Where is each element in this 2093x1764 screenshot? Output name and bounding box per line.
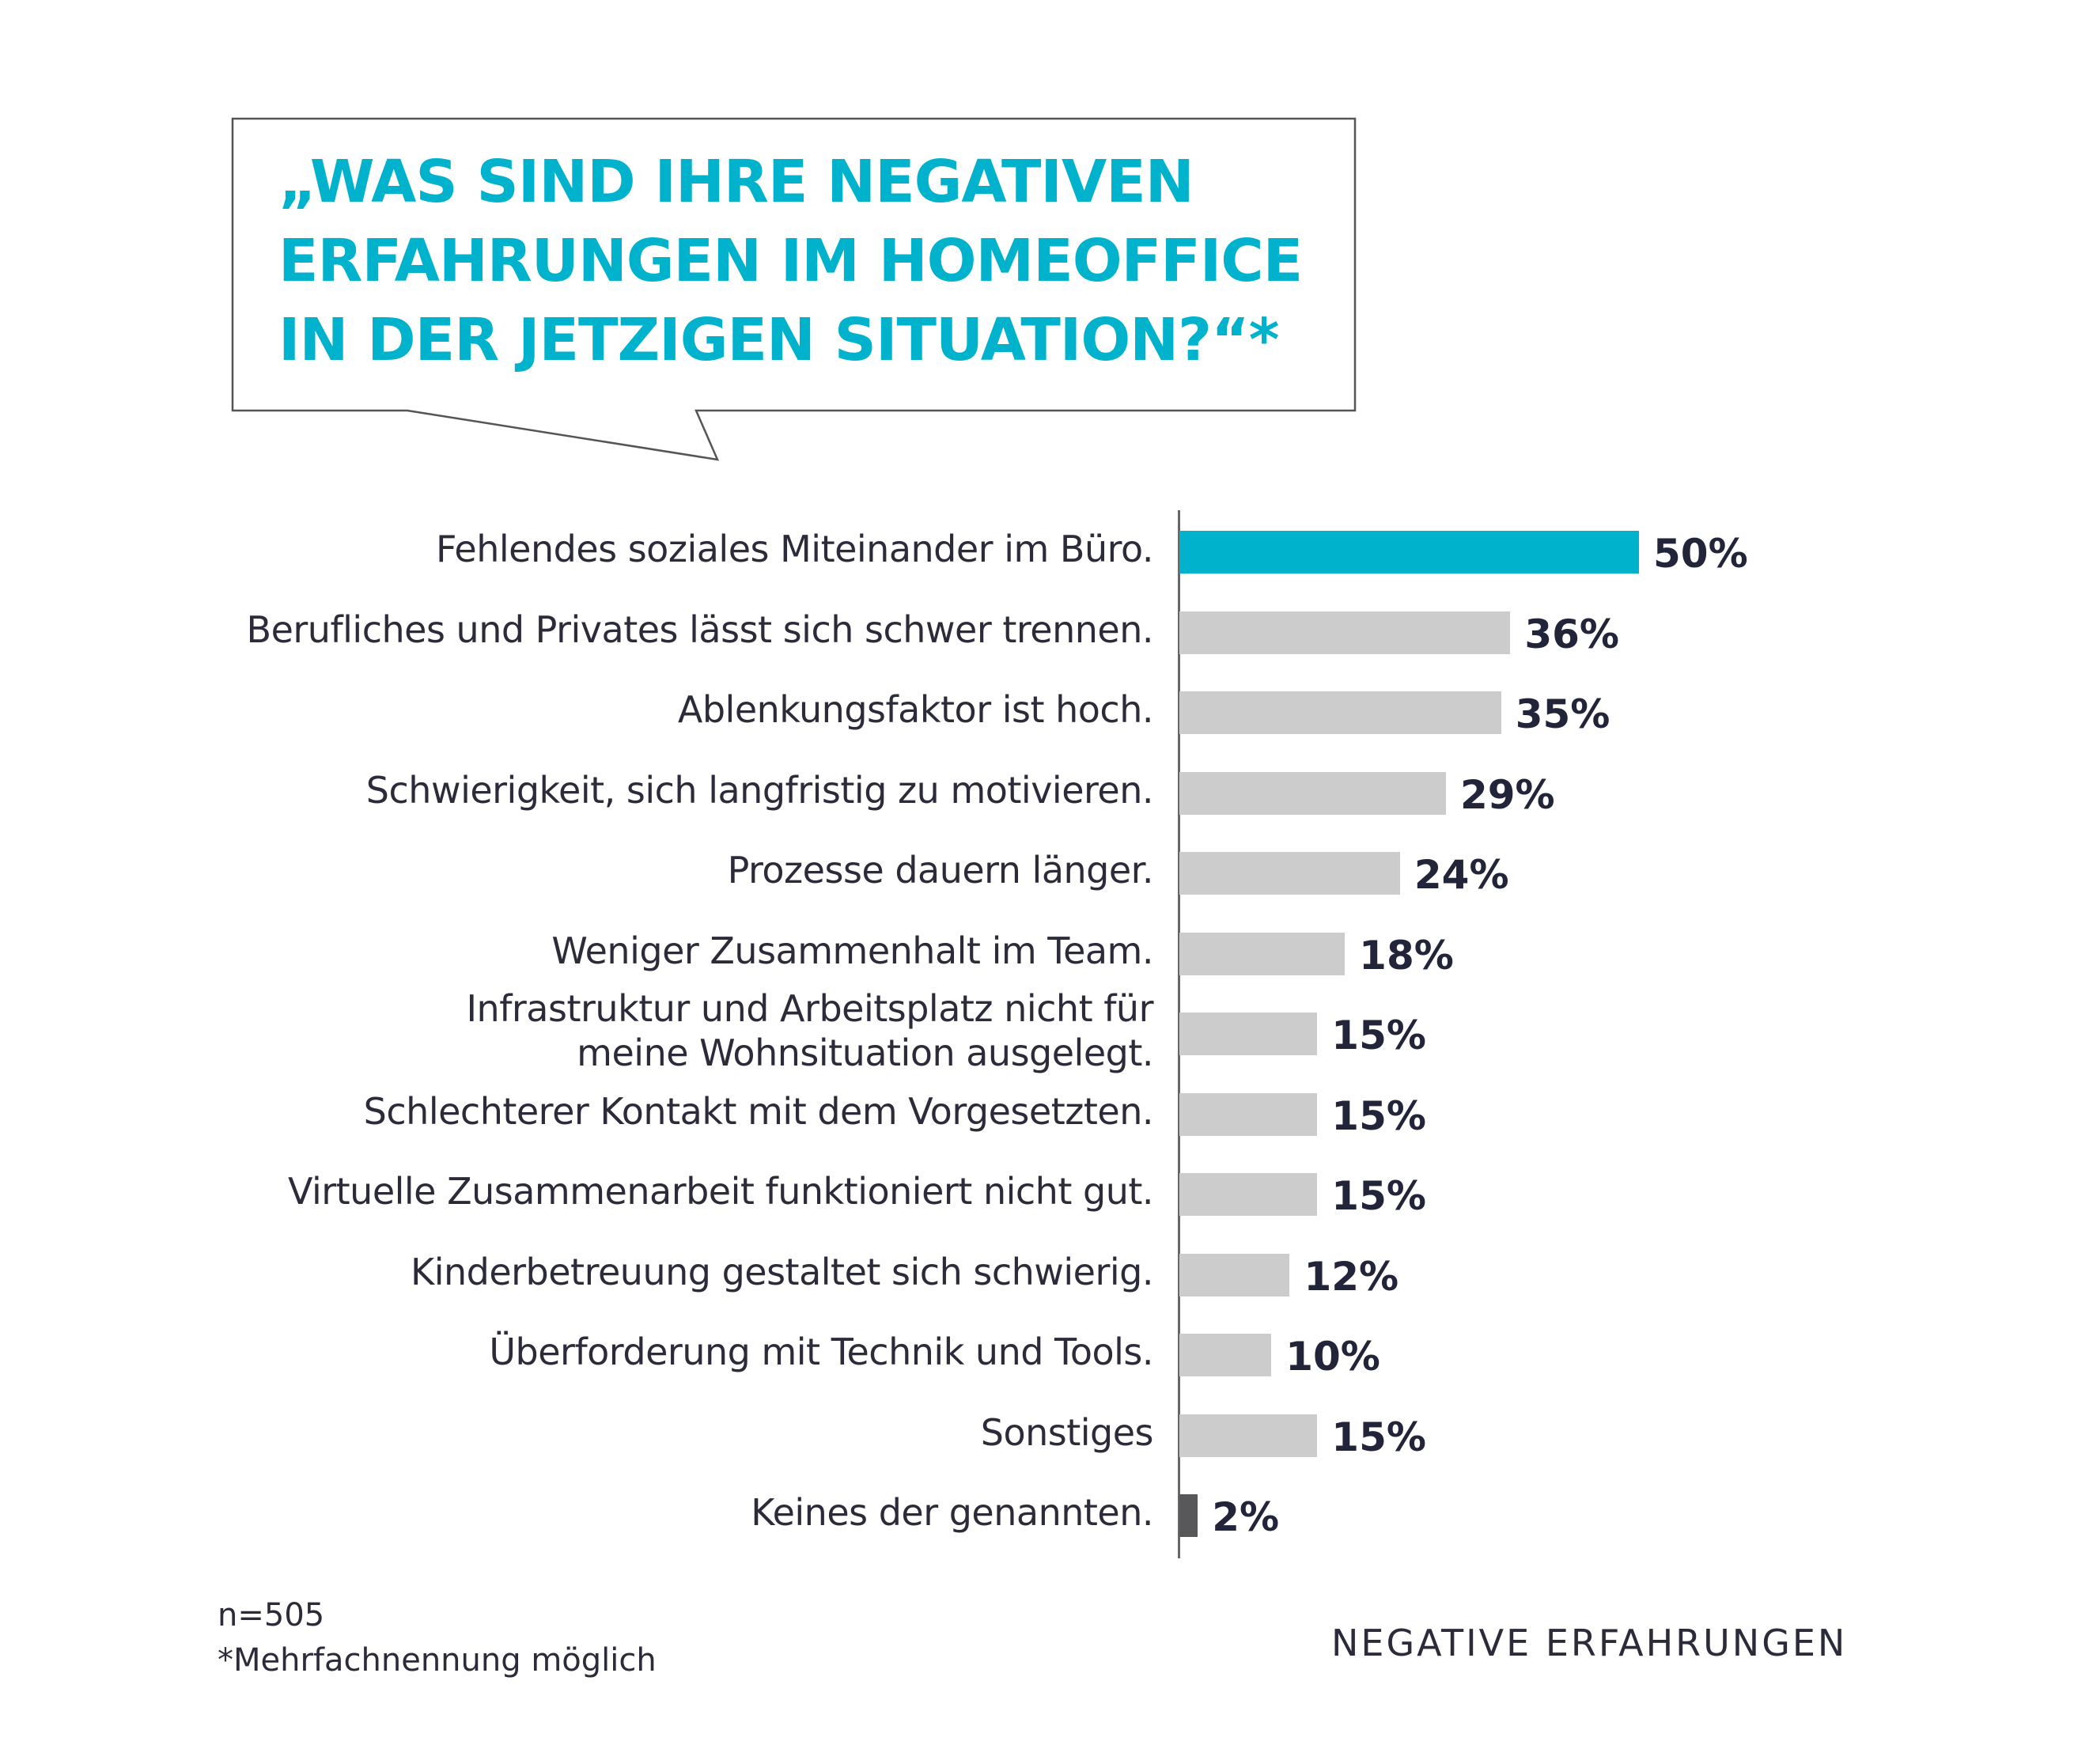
category-label-line: Ablenkungsfaktor ist hoch.	[677, 688, 1154, 731]
bar	[1179, 1092, 1318, 1136]
question-line-3: IN DER JETZIGEN SITUATION?“*	[278, 306, 1279, 374]
sample-size-note: n=505	[218, 1597, 325, 1633]
category-label: Berufliches und Privates lässt sich schw…	[204, 608, 1154, 652]
value-label: 36%	[1524, 611, 1619, 657]
value-label: 10%	[1285, 1334, 1380, 1380]
value-label: 18%	[1359, 932, 1454, 979]
bar	[1179, 1253, 1290, 1297]
bar	[1179, 1173, 1318, 1216]
question-line-2: ERFAHRUNGEN IM HOMEOFFICE	[278, 227, 1303, 295]
category-label-line: Berufliches und Privates lässt sich schw…	[246, 608, 1154, 651]
category-label-line: Überforderung mit Technik und Tools.	[489, 1331, 1153, 1373]
category-label: Virtuelle Zusammenarbeit funktioniert ni…	[204, 1169, 1154, 1213]
category-label: Überforderung mit Technik und Tools.	[204, 1330, 1153, 1374]
bar	[1179, 932, 1346, 975]
bar	[1179, 531, 1639, 573]
bar	[1179, 771, 1446, 815]
category-label-line: Sonstiges	[980, 1410, 1154, 1454]
bar	[1179, 1414, 1318, 1457]
value-label: 15%	[1331, 1092, 1426, 1139]
value-label: 15%	[1331, 1173, 1426, 1219]
chart-caption: NEGATIVE ERFAHRUNGEN	[1331, 1622, 1848, 1664]
category-label-line: Kinderbetreuung gestaltet sich schwierig…	[411, 1250, 1153, 1293]
question-line-1: „WAS SIND IHRE NEGATIVEN	[278, 148, 1194, 216]
bar	[1179, 1013, 1318, 1055]
category-label-line: Keines der genannten.	[751, 1491, 1153, 1534]
category-label: Prozesse dauern länger.	[204, 848, 1154, 892]
category-label-line: meine Wohnsituation ausgelegt.	[577, 1032, 1153, 1074]
value-label: 29%	[1459, 771, 1555, 818]
category-label-line: Schlechterer Kontakt mit dem Vorgesetzte…	[363, 1089, 1154, 1133]
category-label: Weniger Zusammenhalt im Team.	[204, 929, 1153, 973]
bar	[1179, 1334, 1272, 1376]
category-label: Ablenkungsfaktor ist hoch.	[204, 687, 1154, 732]
bar	[1179, 611, 1511, 654]
category-label: Sonstiges	[204, 1410, 1154, 1455]
category-label: Schlechterer Kontakt mit dem Vorgesetzte…	[204, 1089, 1154, 1134]
category-label-line: Schwierigkeit, sich langfristig zu motiv…	[365, 768, 1154, 812]
survey-question: „WAS SIND IHRE NEGATIVEN ERFAHRUNGEN IM …	[278, 142, 1307, 380]
bar	[1179, 691, 1501, 734]
value-label: 35%	[1515, 691, 1610, 737]
category-label: Infrastruktur und Arbeitsplatz nicht für…	[204, 986, 1153, 1075]
bar	[1179, 1494, 1198, 1537]
category-label: Schwierigkeit, sich langfristig zu motiv…	[204, 768, 1154, 812]
category-label-line: Prozesse dauern länger.	[727, 849, 1154, 891]
category-label-line: Fehlendes soziales Miteinander im Büro.	[435, 528, 1154, 570]
bar	[1179, 852, 1400, 895]
value-label: 2%	[1212, 1494, 1280, 1540]
category-label: Fehlendes soziales Miteinander im Büro.	[204, 527, 1154, 571]
multiple-answers-note: *Mehrfachnennung möglich	[218, 1642, 657, 1679]
category-label-line: Virtuelle Zusammenarbeit funktioniert ni…	[287, 1170, 1154, 1213]
value-label: 12%	[1304, 1253, 1399, 1300]
category-label: Keines der genannten.	[204, 1490, 1153, 1535]
value-label: 15%	[1331, 1013, 1426, 1058]
y-axis-line	[1178, 510, 1180, 1558]
category-label-line: Weniger Zusammenhalt im Team.	[551, 929, 1153, 972]
category-label: Kinderbetreuung gestaltet sich schwierig…	[204, 1250, 1153, 1294]
value-label: 50%	[1653, 531, 1748, 577]
value-label: 15%	[1331, 1414, 1426, 1460]
category-label-line: Infrastruktur und Arbeitsplatz nicht für	[466, 987, 1153, 1030]
value-label: 24%	[1414, 852, 1509, 898]
